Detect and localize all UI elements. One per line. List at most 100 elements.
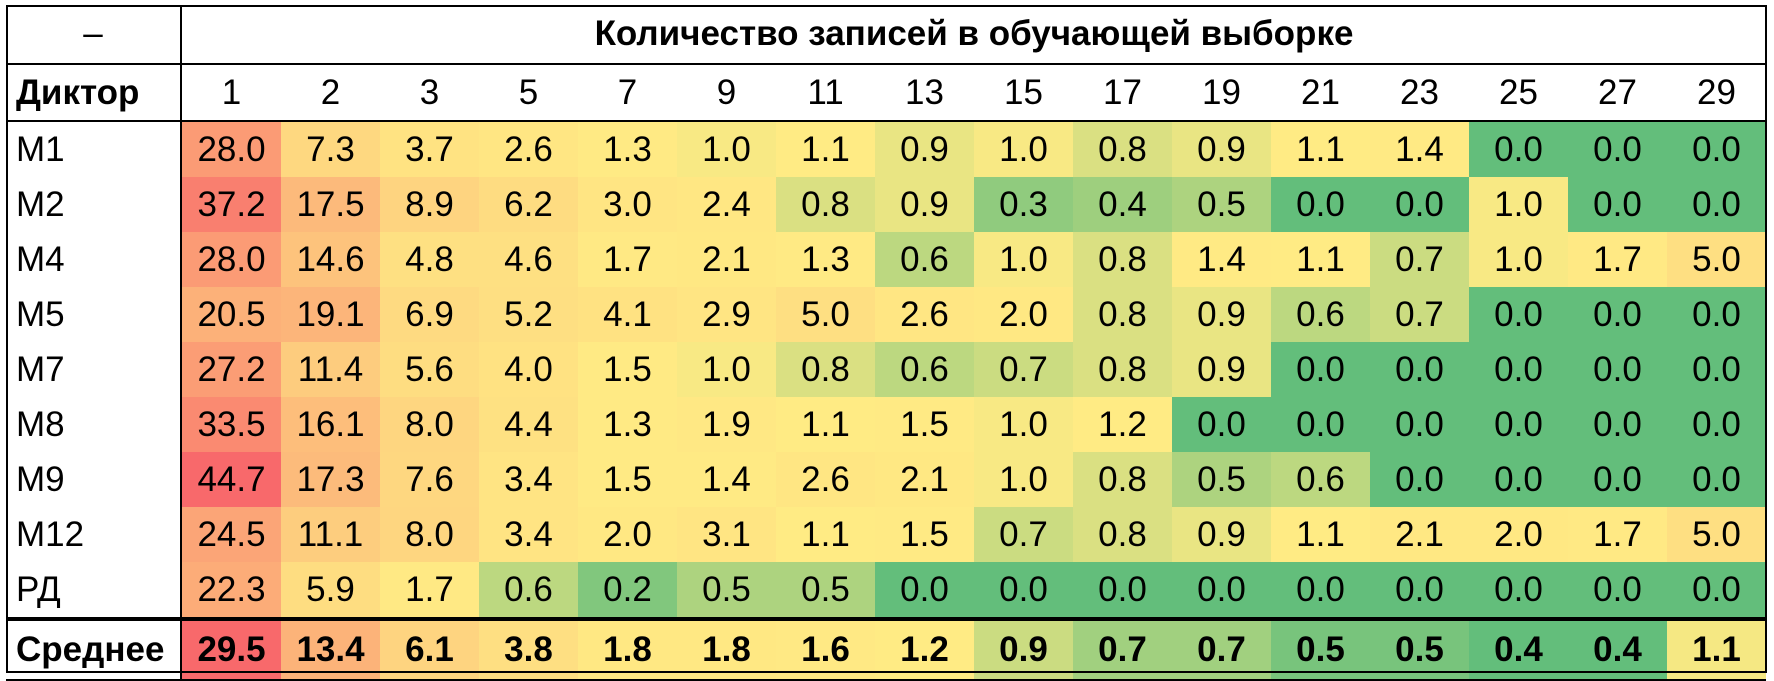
column-header-cell: 21 [1271, 64, 1370, 122]
heatmap-cell: 0.7 [974, 507, 1073, 562]
column-header-cell: 3 [380, 64, 479, 122]
heatmap-cell: 2.6 [479, 121, 578, 177]
row-label: M2 [6, 177, 182, 232]
average-cell: 13.4 [281, 617, 380, 681]
heatmap-cell: 1.0 [677, 342, 776, 397]
heatmap-cell: 27.2 [181, 342, 281, 397]
average-label: Среднее [6, 617, 182, 681]
heatmap-table-container: – Количество записей в обучающей выборке… [6, 5, 1766, 681]
heatmap-cell: 2.0 [974, 287, 1073, 342]
heatmap-cell: 0.0 [1667, 452, 1766, 507]
average-cell: 1.6 [776, 617, 875, 681]
heatmap-cell: 2.6 [776, 452, 875, 507]
heatmap-cell: 0.7 [974, 342, 1073, 397]
heatmap-cell: 0.0 [1469, 342, 1568, 397]
row-label: M8 [6, 397, 182, 452]
heatmap-cell: 0.9 [1172, 342, 1271, 397]
table-row: M12 24.5 11.1 8.0 3.4 2.0 3.1 1.1 1.5 0.7 0.8 0.9 1.… [6, 507, 1766, 562]
heatmap-cell: 8.0 [380, 507, 479, 562]
heatmap-cell: 1.9 [677, 397, 776, 452]
heatmap-cell: 0.7 [1370, 287, 1469, 342]
average-cell: 6.1 [380, 617, 479, 681]
average-cell: 0.4 [1568, 617, 1667, 681]
heatmap-cell: 0.6 [875, 342, 974, 397]
heatmap-cell: 44.7 [181, 452, 281, 507]
row-label: M12 [6, 507, 182, 562]
heatmap-cell: 28.0 [181, 121, 281, 177]
average-cell: 1.8 [578, 617, 677, 681]
heatmap-cell: 2.0 [578, 507, 677, 562]
heatmap-cell: 0.0 [1469, 562, 1568, 619]
heatmap-cell: 5.0 [776, 287, 875, 342]
heatmap-cell: 6.2 [479, 177, 578, 232]
heatmap-cell: 1.2 [1073, 397, 1172, 452]
heatmap-cell: 3.0 [578, 177, 677, 232]
heatmap-cell: 1.1 [776, 507, 875, 562]
heatmap-cell: 1.0 [974, 121, 1073, 177]
heatmap-cell: 0.0 [1073, 562, 1172, 619]
heatmap-cell: 1.0 [974, 232, 1073, 287]
heatmap-cell: 1.5 [578, 452, 677, 507]
heatmap-cell: 1.1 [1271, 507, 1370, 562]
heatmap-cell: 0.9 [1172, 121, 1271, 177]
heatmap-cell: 1.3 [578, 397, 677, 452]
column-header-cell: 23 [1370, 64, 1469, 122]
heatmap-cell: 16.1 [281, 397, 380, 452]
heatmap-cell: 0.0 [1568, 562, 1667, 619]
average-cell: 1.8 [677, 617, 776, 681]
heatmap-cell: 1.4 [1172, 232, 1271, 287]
heatmap-cell: 1.5 [578, 342, 677, 397]
heatmap-cell: 3.4 [479, 507, 578, 562]
table-row: M4 28.0 14.6 4.8 4.6 1.7 2.1 1.3 0.6 1.0 0.8 1.4 1.1… [6, 232, 1766, 287]
heatmap-cell: 0.8 [1073, 287, 1172, 342]
heatmap-cell: 1.0 [1469, 177, 1568, 232]
heatmap-cell: 0.0 [1370, 452, 1469, 507]
heatmap-cell: 1.3 [578, 121, 677, 177]
heatmap-cell: 1.0 [974, 397, 1073, 452]
heatmap-cell: 0.0 [875, 562, 974, 619]
heatmap-cell: 0.6 [1271, 452, 1370, 507]
column-header-cell: 2 [281, 64, 380, 122]
average-cell: 0.7 [1073, 617, 1172, 681]
row-label: M4 [6, 232, 182, 287]
average-cell: 0.9 [974, 617, 1073, 681]
heatmap-cell: 0.0 [1370, 397, 1469, 452]
heatmap-cell: 0.0 [1469, 287, 1568, 342]
heatmap-cell: 1.4 [1370, 121, 1469, 177]
heatmap-cell: 1.1 [1271, 232, 1370, 287]
corner-cell: – [6, 5, 182, 65]
heatmap-cell: 0.8 [1073, 232, 1172, 287]
heatmap-cell: 1.0 [1469, 232, 1568, 287]
table-row: M8 33.5 16.1 8.0 4.4 1.3 1.9 1.1 1.5 1.0 1.2 0.0 0.0… [6, 397, 1766, 452]
heatmap-cell: 0.3 [974, 177, 1073, 232]
heatmap-cell: 5.0 [1667, 232, 1766, 287]
heatmap-cell: 0.9 [875, 177, 974, 232]
heatmap-table: – Количество записей в обучающей выборке… [6, 5, 1766, 681]
table-row: M9 44.7 17.3 7.6 3.4 1.5 1.4 2.6 2.1 1.0 0.8 0.5 0.6… [6, 452, 1766, 507]
heatmap-cell: 0.0 [1568, 177, 1667, 232]
column-header-cell: 15 [974, 64, 1073, 122]
heatmap-cell: 4.0 [479, 342, 578, 397]
heatmap-cell: 28.0 [181, 232, 281, 287]
average-cell: 0.5 [1271, 617, 1370, 681]
average-cell: 3.8 [479, 617, 578, 681]
heatmap-cell: 1.5 [875, 397, 974, 452]
heatmap-cell: 2.1 [875, 452, 974, 507]
heatmap-cell: 8.0 [380, 397, 479, 452]
heatmap-cell: 8.9 [380, 177, 479, 232]
column-header-cell: 19 [1172, 64, 1271, 122]
heatmap-cell: 2.6 [875, 287, 974, 342]
heatmap-cell: 4.4 [479, 397, 578, 452]
heatmap-cell: 1.7 [380, 562, 479, 619]
table-title: Количество записей в обучающей выборке [181, 5, 1766, 65]
heatmap-cell: 1.7 [1568, 232, 1667, 287]
heatmap-cell: 0.4 [1073, 177, 1172, 232]
heatmap-cell: 24.5 [181, 507, 281, 562]
heatmap-cell: 5.2 [479, 287, 578, 342]
row-label: M5 [6, 287, 182, 342]
heatmap-cell: 0.0 [1469, 397, 1568, 452]
table-row: M7 27.2 11.4 5.6 4.0 1.5 1.0 0.8 0.6 0.7 0.8 0.9 0.0… [6, 342, 1766, 397]
heatmap-cell: 2.1 [677, 232, 776, 287]
heatmap-cell: 0.8 [776, 177, 875, 232]
heatmap-cell: 0.2 [578, 562, 677, 619]
